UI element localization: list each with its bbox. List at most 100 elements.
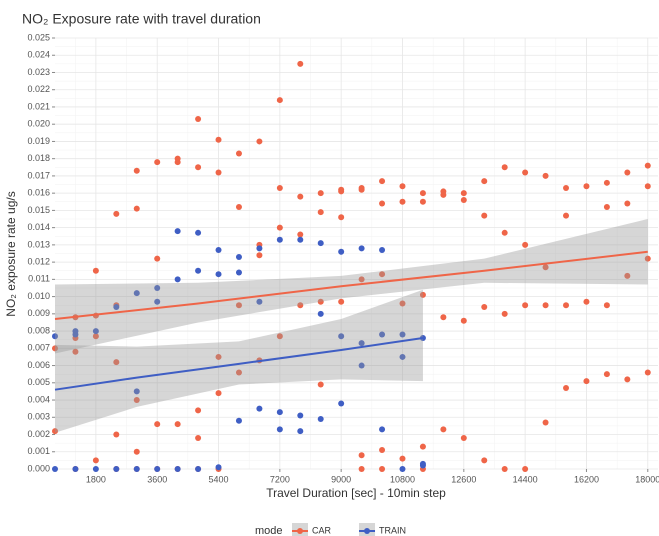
point (276, 236, 283, 243)
y-tick-label: 0.007 (27, 343, 50, 353)
y-tick-label: 0.011 (28, 274, 50, 284)
x-tick-label: 14400 (513, 474, 538, 484)
point (358, 184, 365, 191)
y-tick-label: 0.015 (27, 205, 50, 215)
y-tick-label: 0.005 (27, 377, 50, 387)
point (297, 412, 304, 419)
y-tick-label: 0.004 (27, 394, 50, 404)
point (399, 353, 406, 360)
legend-label: TRAIN (379, 525, 406, 535)
point (583, 378, 590, 385)
y-tick-label: 0.006 (27, 360, 50, 370)
point (92, 328, 99, 335)
y-tick-label: 0.000 (27, 463, 50, 473)
point (276, 333, 283, 340)
point (501, 466, 508, 472)
chart-title: NO₂ Exposure rate with travel duration (22, 11, 261, 27)
point (542, 264, 549, 271)
point (276, 409, 283, 416)
point (215, 247, 222, 254)
point (419, 190, 426, 197)
y-tick-label: 0.012 (27, 256, 50, 266)
y-tick-label: 0.014 (27, 222, 50, 232)
point (174, 466, 181, 472)
point (72, 348, 79, 355)
point (624, 272, 631, 279)
point (624, 200, 631, 207)
point (235, 417, 242, 424)
point (297, 428, 304, 435)
legend-title: mode (255, 525, 283, 536)
point (195, 434, 202, 441)
point (501, 164, 508, 171)
x-tick-label: 5400 (209, 474, 229, 484)
point (399, 455, 406, 462)
y-tick-label: 0.010 (27, 291, 50, 301)
point (133, 448, 140, 455)
point (174, 421, 181, 428)
point (542, 419, 549, 426)
point (215, 353, 222, 360)
point (154, 421, 161, 428)
point (317, 416, 324, 423)
y-tick-label: 0.021 (27, 101, 50, 111)
point (379, 247, 386, 254)
point (419, 291, 426, 298)
point (133, 205, 140, 212)
point (256, 405, 263, 412)
point (419, 198, 426, 205)
point (133, 167, 140, 174)
confidence-band (55, 219, 648, 354)
point (276, 97, 283, 104)
point (72, 331, 79, 338)
point (133, 397, 140, 404)
y-tick-label: 0.016 (27, 188, 50, 198)
point (297, 231, 304, 238)
point (154, 298, 161, 305)
point (603, 203, 610, 210)
point (338, 248, 345, 255)
point (542, 172, 549, 179)
point (72, 466, 79, 472)
point (522, 466, 529, 472)
point (276, 184, 283, 191)
point (481, 457, 488, 464)
point (276, 426, 283, 433)
point (338, 333, 345, 340)
y-tick-label: 0.019 (27, 136, 50, 146)
point (52, 428, 58, 435)
point (317, 298, 324, 305)
y-tick-label: 0.022 (27, 84, 50, 94)
y-tick-label: 0.017 (27, 170, 50, 180)
x-tick-label: 7200 (270, 474, 290, 484)
y-tick-label: 0.013 (27, 239, 50, 249)
point (358, 245, 365, 252)
point (215, 390, 222, 397)
point (358, 452, 365, 459)
point (522, 241, 529, 248)
point (215, 136, 222, 143)
point (113, 466, 120, 472)
point (379, 200, 386, 207)
point (399, 331, 406, 338)
point (379, 178, 386, 185)
point (603, 179, 610, 186)
point (174, 228, 181, 235)
point (624, 169, 631, 176)
point (276, 224, 283, 231)
point (522, 169, 529, 176)
y-tick-label: 0.001 (27, 446, 50, 456)
point (481, 303, 488, 310)
point (563, 302, 570, 309)
point (358, 362, 365, 369)
point (644, 162, 651, 169)
point (297, 60, 304, 67)
point (379, 447, 386, 454)
point (399, 198, 406, 205)
point (113, 303, 120, 310)
y-tick-label: 0.008 (27, 325, 50, 335)
point (195, 229, 202, 236)
legend-key-point (297, 528, 303, 534)
point (235, 203, 242, 210)
